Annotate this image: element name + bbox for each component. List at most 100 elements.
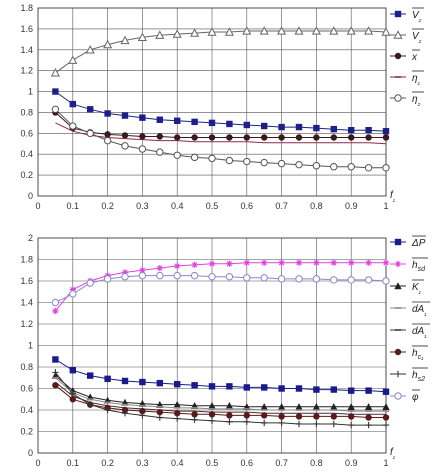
x-axis-label: f₁ [390, 447, 396, 460]
data-point [261, 412, 268, 419]
legend-marker-2 [394, 52, 402, 60]
data-point [174, 410, 181, 417]
data-point [120, 35, 130, 45]
legend-marker-0 [394, 10, 402, 18]
x-tick-label: 1 [383, 458, 388, 468]
legend-label-2: x [411, 52, 418, 63]
series-line-1 [55, 30, 387, 74]
data-point [52, 369, 59, 376]
data-point [226, 383, 233, 390]
data-point [260, 158, 268, 167]
data-point [294, 26, 304, 35]
data-point [121, 142, 129, 150]
data-point [103, 136, 112, 145]
data-point [382, 403, 390, 410]
y-tick-label: 1.6 [20, 24, 33, 34]
legend-marker-7 [394, 392, 402, 400]
data-point [87, 401, 94, 408]
data-point [190, 271, 199, 280]
data-point [278, 385, 285, 392]
legend-marker-2 [394, 282, 402, 290]
data-point [243, 134, 250, 141]
data-point [69, 286, 76, 293]
data-point [191, 134, 198, 141]
data-point [330, 125, 337, 133]
data-point [313, 413, 320, 420]
data-point [329, 26, 339, 35]
data-point [139, 133, 146, 140]
data-point [173, 151, 181, 159]
data-point [191, 411, 198, 418]
x-tick-label: 0 [35, 201, 40, 211]
data-point [156, 414, 163, 421]
legend-label-0: ΔP [411, 238, 426, 249]
data-point [69, 122, 77, 130]
data-point [226, 120, 233, 128]
data-point [104, 406, 111, 414]
top-chart-panel: 0 0.1 0.2 0.3 0.4 0.5 0.6 0.7 0.8 0.9 1 0 0.2 0.4 0.6 0… [20, 3, 424, 211]
data-point [382, 277, 390, 285]
data-point [85, 45, 95, 54]
legend-label-5: hc₁ [412, 348, 424, 361]
data-point [139, 114, 146, 121]
data-point [295, 275, 303, 283]
data-point [365, 259, 372, 266]
data-point [295, 134, 303, 141]
data-point [243, 157, 251, 166]
y-tick-label: 1.2 [20, 66, 33, 76]
data-point [313, 420, 320, 428]
data-point [313, 386, 320, 393]
data-point [381, 27, 391, 36]
data-point [103, 275, 112, 283]
data-point [226, 412, 233, 419]
data-point [330, 134, 337, 141]
data-point [243, 384, 250, 391]
data-point [208, 411, 216, 418]
data-point [174, 134, 181, 141]
data-point [295, 259, 303, 266]
x-tick-label: 0.8 [310, 458, 323, 468]
data-point [382, 388, 390, 395]
data-point [364, 276, 373, 284]
data-point [243, 418, 250, 426]
data-point [104, 131, 111, 138]
y-tick-label: 0.4 [20, 149, 33, 159]
legend-label-2: K₁ [412, 282, 422, 295]
data-point [277, 275, 286, 283]
legend-label-4: η₂ [412, 94, 421, 107]
data-point [295, 385, 303, 392]
y-tick-label: 1.8 [20, 3, 33, 13]
data-point [313, 134, 320, 141]
data-point [330, 386, 337, 393]
legend-label-7: φ [412, 392, 419, 403]
data-point [156, 408, 163, 416]
x-tick-label: 0.3 [136, 458, 149, 468]
data-point [190, 28, 200, 37]
data-point [208, 154, 216, 163]
data-point [121, 269, 129, 276]
data-point [174, 117, 181, 124]
data-point [330, 276, 338, 284]
x-tick-label: 0.1 [67, 458, 80, 468]
data-point [121, 273, 129, 281]
data-point [224, 27, 234, 36]
data-point [278, 419, 285, 427]
data-point [295, 160, 303, 169]
data-point [277, 159, 286, 168]
x-tick-label: 0.2 [101, 201, 114, 211]
data-point [156, 133, 163, 140]
legend-label-4: dA₁ [412, 326, 427, 339]
data-point [382, 134, 390, 141]
data-point [261, 419, 268, 427]
x-tick-label: 0.8 [310, 201, 323, 211]
data-point [208, 273, 216, 281]
legend-marker-4 [394, 94, 402, 102]
data-point [139, 267, 146, 274]
data-point [312, 403, 321, 410]
data-point [295, 420, 303, 428]
data-point [348, 259, 355, 266]
legend-label-1: V₂ [412, 31, 422, 44]
data-point [330, 413, 337, 420]
x-tick-label: 0.2 [101, 458, 114, 468]
